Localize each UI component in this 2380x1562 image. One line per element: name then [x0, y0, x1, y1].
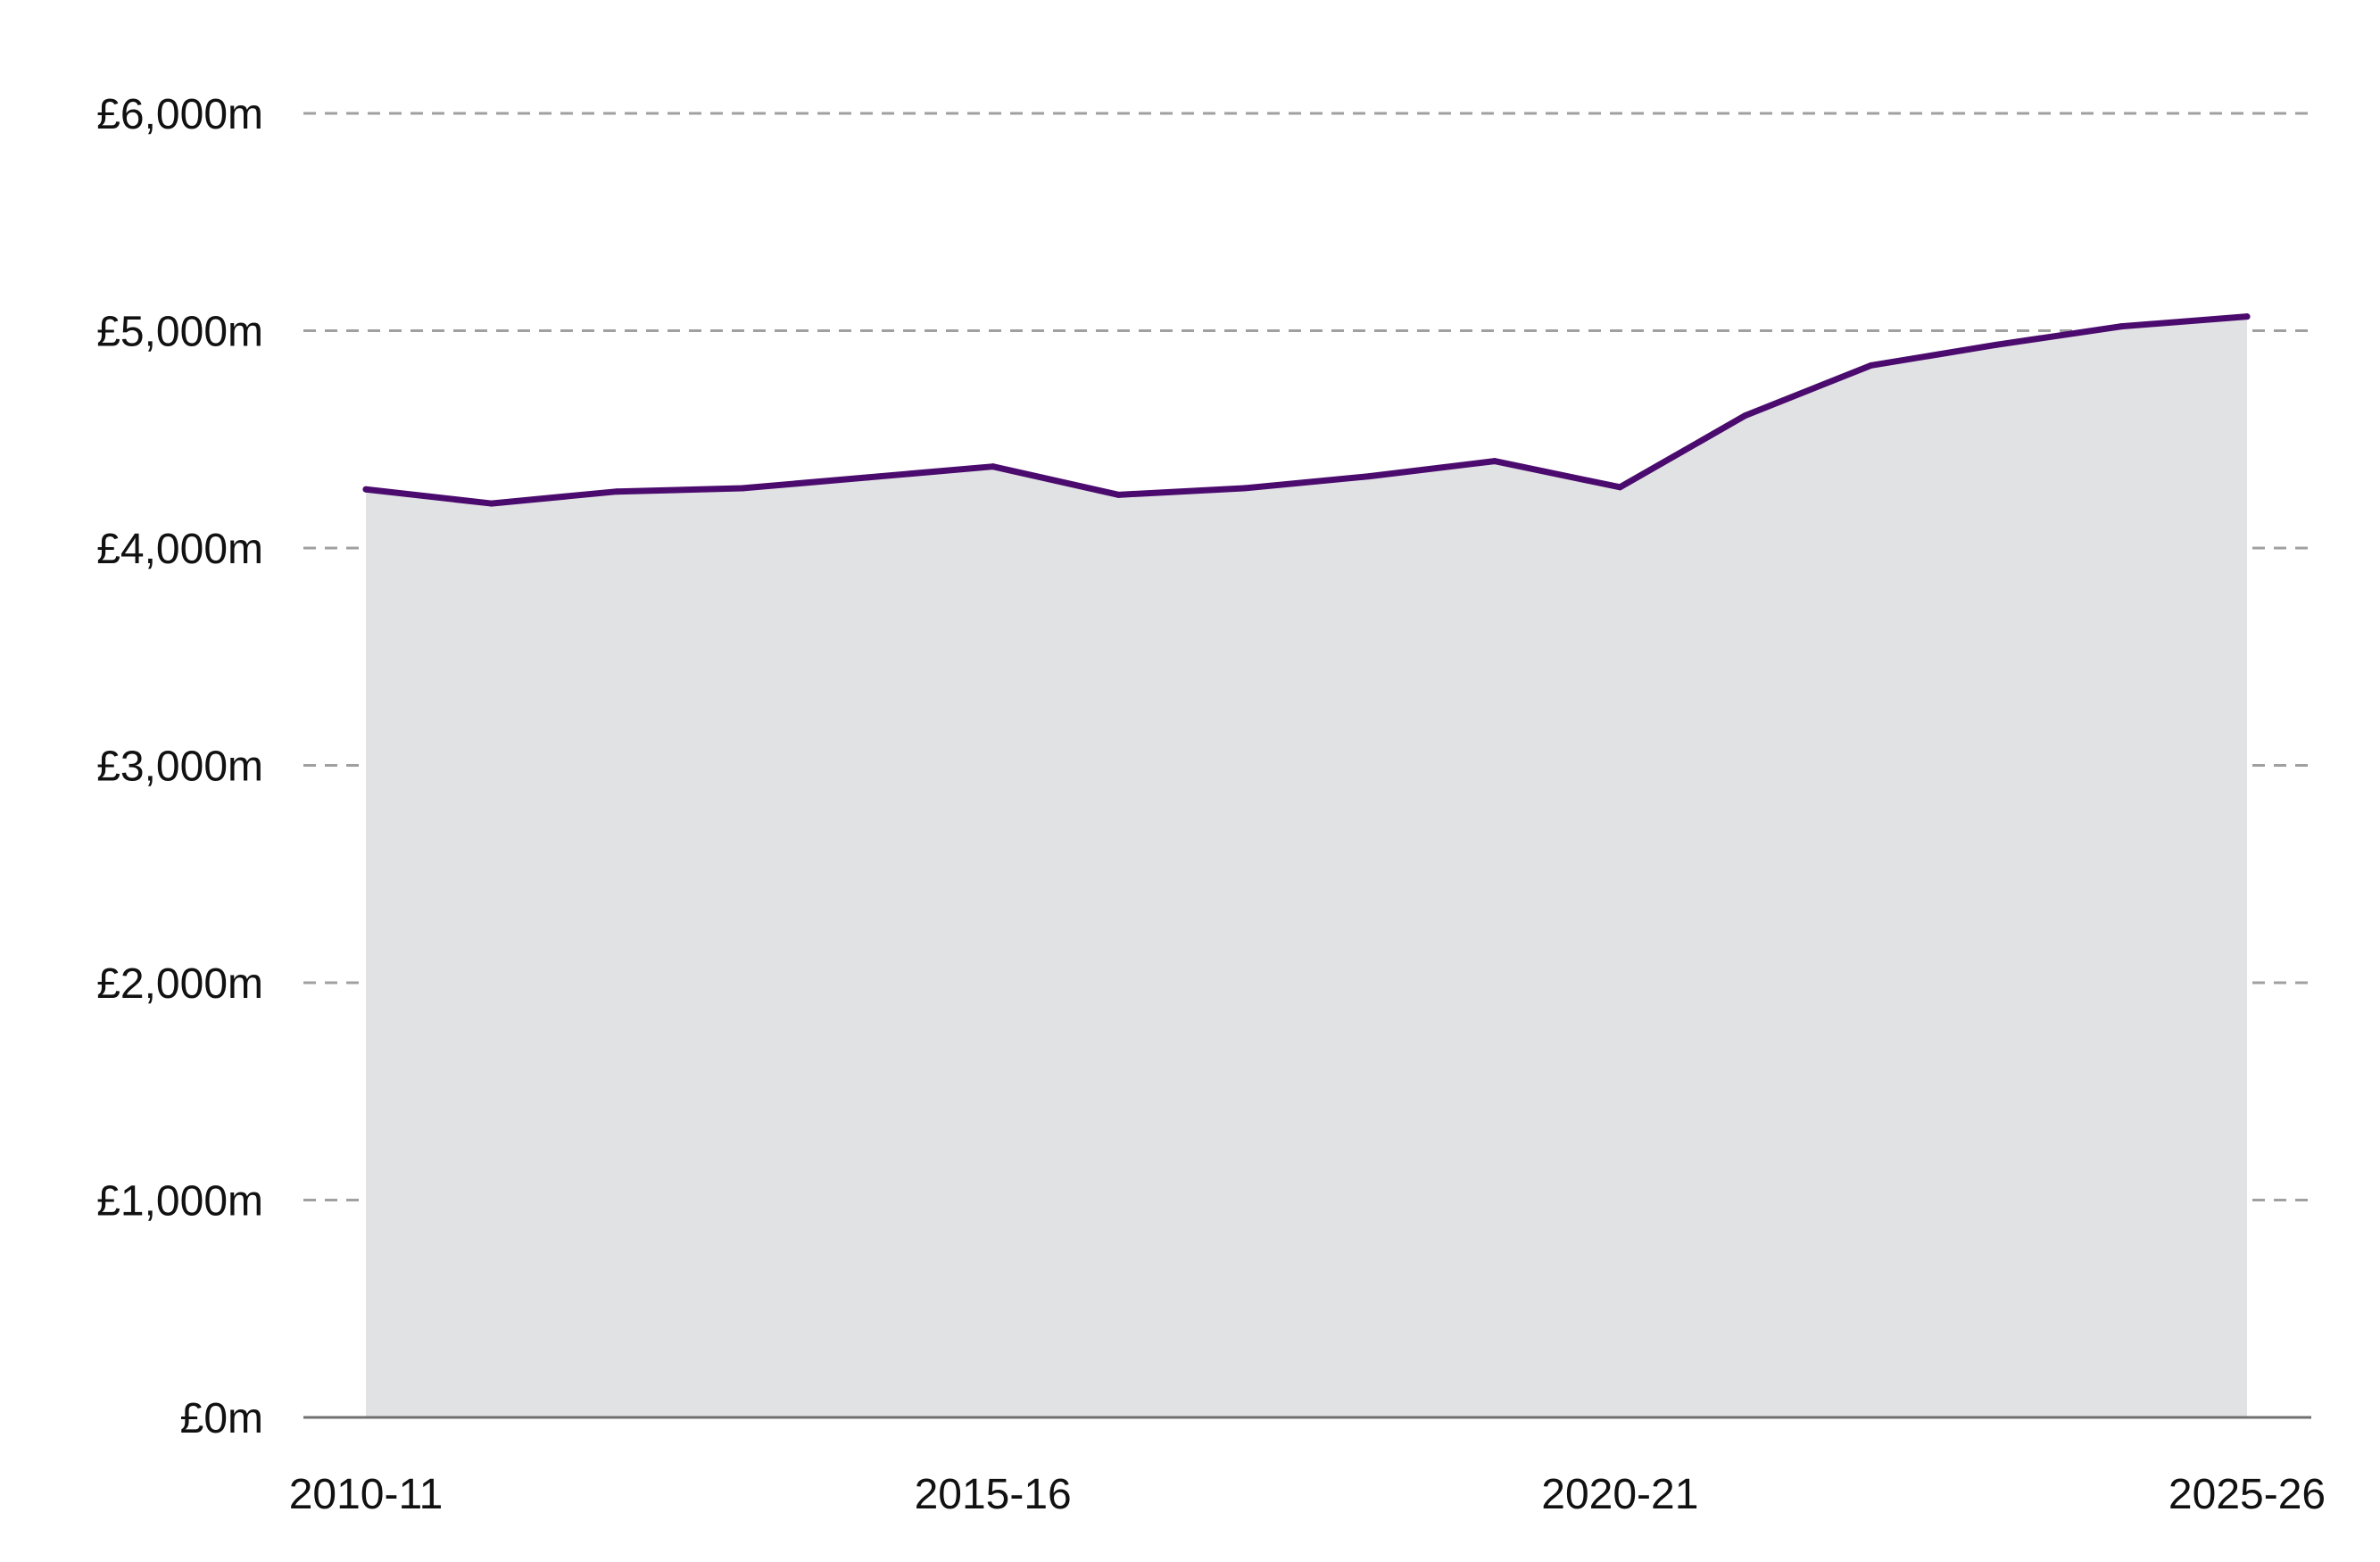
data-point-2024-25: [2118, 323, 2125, 330]
x-tick-label: 2025-26: [2169, 1471, 2326, 1518]
y-tick-label: £4,000m: [96, 526, 263, 573]
y-tick-label: £5,000m: [96, 309, 263, 356]
data-point-2017-18: [1240, 485, 1248, 492]
data-point-2018-19: [1365, 473, 1372, 480]
data-point-2014-15: [864, 474, 871, 481]
area-fill: [366, 316, 2247, 1417]
series-line: [362, 313, 2251, 507]
y-tick-label: £6,000m: [96, 91, 263, 138]
y-tick-label: £2,000m: [96, 960, 263, 1008]
data-point-2021-22: [1742, 411, 1749, 419]
x-tick-label: 2015-16: [915, 1471, 1072, 1518]
data-point-2011-12: [488, 500, 495, 507]
x-axis-tick-labels: 2010-11 2015-16 2020-21 2025-26: [289, 1471, 2326, 1518]
y-axis-tick-labels: £0m £1,000m £2,000m £3,000m £4,000m £5,000m £6…: [96, 91, 263, 1442]
x-tick-label: 2020-21: [1541, 1471, 1698, 1518]
data-point-2012-13: [613, 488, 620, 495]
data-point-2010-11: [362, 486, 369, 493]
data-point-2023-24: [1993, 341, 2000, 348]
x-tick-label: 2010-11: [289, 1471, 444, 1518]
data-point-2019-20: [1491, 458, 1498, 465]
area-layer: [366, 316, 2247, 1417]
data-point-2015-16: [990, 463, 997, 470]
data-point-2022-23: [1867, 361, 1874, 369]
data-point-2016-17: [1115, 491, 1122, 498]
data-point-2020-21: [1616, 484, 1623, 491]
y-tick-label: £1,000m: [96, 1178, 263, 1226]
y-tick-label: £3,000m: [96, 744, 263, 791]
line-layer: [362, 313, 2251, 507]
y-tick-label: £0m: [180, 1395, 263, 1442]
data-point-2025-26: [2243, 313, 2251, 320]
data-point-2013-14: [739, 485, 746, 492]
